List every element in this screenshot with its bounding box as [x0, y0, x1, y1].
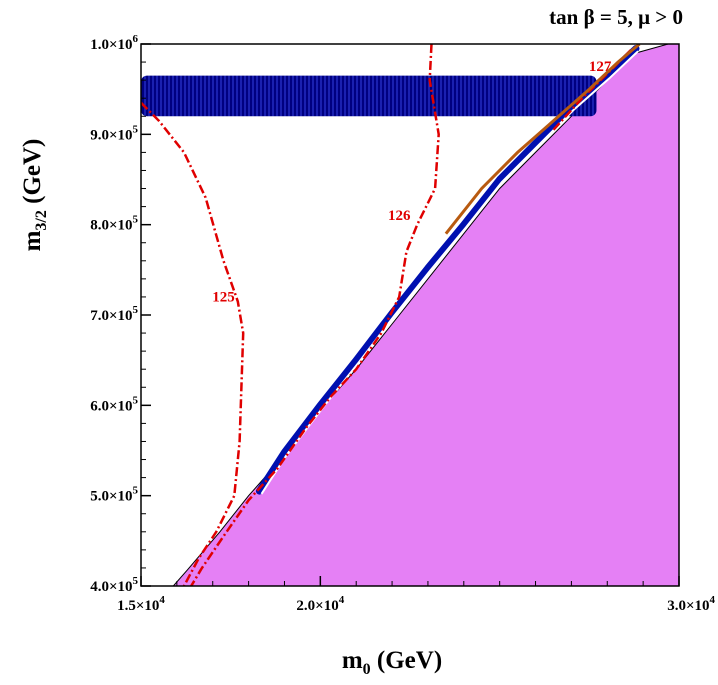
x-tick-label: 1.5×104	[117, 594, 165, 614]
excluded-region	[172, 44, 679, 586]
x-tick-label: 2.0×104	[296, 594, 344, 614]
plot-area: 125 126 127	[141, 44, 679, 586]
contour-line-brown-3	[444, 44, 641, 235]
x-axis-label-unit: (GeV)	[371, 647, 443, 674]
x-axis-label-sub: 0	[363, 661, 371, 678]
y-tick-label: 1.0×106	[90, 33, 138, 53]
y-tick-label: 5.0×105	[90, 485, 138, 505]
x-axis-label-main: m	[342, 647, 363, 674]
x-axis-label: m0 (GeV)	[342, 647, 442, 678]
contour-label-125: 125	[212, 289, 235, 305]
y-tick-label: 9.0×105	[90, 123, 138, 143]
x-axis-ticks: 1.5×104 2.0×104 3.0×104	[117, 576, 716, 614]
y-axis-label: m3/2 (GeV)	[19, 139, 50, 252]
contour-label-127: 127	[589, 59, 612, 75]
contour-line-126	[190, 44, 440, 586]
y-axis-label-main: m	[19, 230, 46, 251]
x-tick-label: 3.0×104	[667, 594, 715, 614]
y-tick-label: 4.0×105	[90, 575, 138, 595]
dark-matter-strip-gap	[260, 50, 639, 495]
contour-label-126: 126	[388, 208, 411, 224]
y-axis-label-sub: 3/2	[33, 210, 50, 230]
contour-line-127	[552, 47, 634, 131]
higgs-mass-contours: 125 126 127	[141, 44, 641, 586]
dark-matter-band	[141, 75, 597, 117]
y-axis-ticks: 4.0×105 5.0×105 6.0×105 7.0×105 8.0×105 9.0×1…	[90, 33, 151, 595]
y-tick-label: 8.0×105	[90, 214, 138, 234]
y-axis-label-unit: (GeV)	[19, 139, 46, 211]
y-tick-label: 7.0×105	[90, 304, 138, 324]
chart-title: tan β = 5, μ > 0	[549, 5, 683, 29]
contour-line-125	[141, 101, 245, 586]
y-tick-label: 6.0×105	[90, 394, 138, 414]
